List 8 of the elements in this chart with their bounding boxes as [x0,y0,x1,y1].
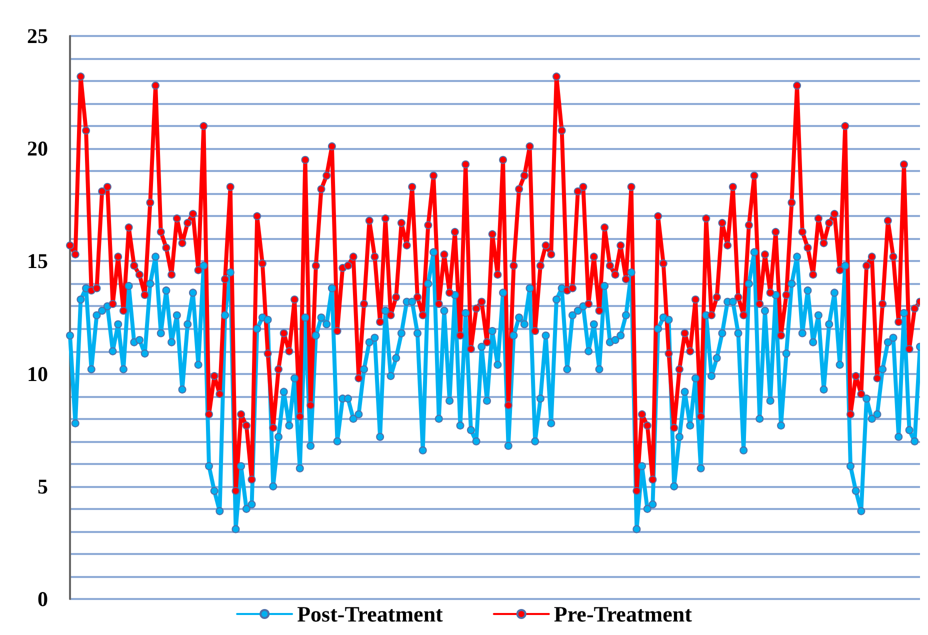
y-tick-label: 10 [27,362,48,386]
legend-label: Pre-Treatment [554,602,693,626]
y-tick-label: 15 [27,249,48,274]
y-tick-label: 5 [38,474,48,498]
y-tick-label: 20 [27,136,48,161]
legend-label: Post-Treatment [297,602,444,626]
y-tick-label: 0 [38,587,48,611]
y-tick-label: 25 [27,24,48,48]
